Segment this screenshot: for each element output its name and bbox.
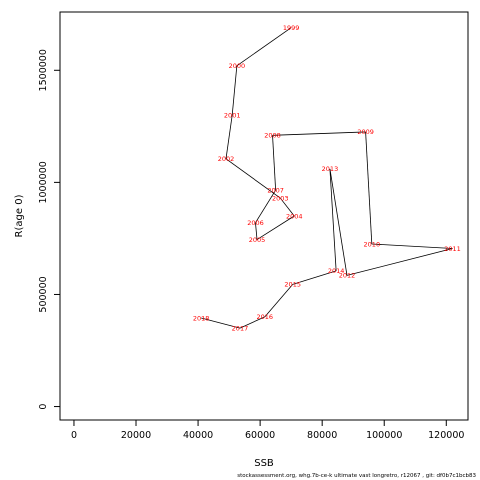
point-label-2016: 2016 — [257, 313, 274, 321]
x-tick-label: 120000 — [428, 430, 464, 441]
y-tick-label: 1500000 — [38, 49, 49, 91]
point-label-2013: 2013 — [322, 165, 339, 173]
point-label-2008: 2008 — [264, 132, 281, 140]
segment-2014-2015 — [292, 270, 337, 285]
segment-2008-2009 — [272, 131, 366, 136]
segment-2010-2011 — [371, 243, 453, 249]
point-label-2007: 2007 — [267, 187, 284, 195]
point-label-2011: 2011 — [444, 245, 461, 253]
segment-2017-2018 — [201, 317, 241, 329]
x-axis: 0 20000 40000 60000 80000 100000 120000 — [71, 419, 464, 441]
segment-2007-2008 — [272, 135, 277, 191]
segment-2006-2007 — [255, 190, 276, 223]
point-label-2015: 2015 — [284, 281, 301, 289]
plot-frame — [59, 11, 469, 421]
x-tick-label: 60000 — [245, 430, 275, 441]
x-tick-label: 100000 — [366, 430, 402, 441]
y-tick-label: 0 — [38, 404, 49, 410]
segment-2000-2001 — [231, 65, 238, 116]
segment-2001-2002 — [225, 115, 233, 159]
x-tick-label: 20000 — [121, 430, 151, 441]
point-label-2001: 2001 — [224, 111, 241, 119]
segment-2012-2013 — [329, 168, 348, 276]
y-axis-title: R(age 0) — [14, 194, 25, 237]
y-axis: 0 500000 1000000 1500000 — [38, 49, 61, 410]
point-label-1999: 1999 — [283, 24, 300, 32]
segment-1999-2000 — [236, 27, 292, 67]
segment-2005-2006 — [255, 222, 258, 240]
x-tick-label: 80000 — [307, 430, 337, 441]
y-tick-label: 500000 — [38, 276, 49, 312]
x-tick-label: 40000 — [183, 430, 213, 441]
point-label-2009: 2009 — [357, 128, 374, 136]
x-axis-title: SSB — [254, 458, 274, 469]
segment-2016-2017 — [239, 316, 265, 329]
segment-2009-2010 — [365, 131, 373, 245]
series-line — [201, 27, 453, 329]
point-label-2010: 2010 — [364, 240, 381, 248]
x-tick-label: 0 — [71, 430, 77, 441]
point-label-2002: 2002 — [218, 155, 235, 163]
point-label-2005: 2005 — [249, 236, 266, 244]
segment-2011-2012 — [346, 248, 453, 276]
point-label-2003: 2003 — [272, 194, 289, 202]
point-label-2014: 2014 — [328, 267, 345, 275]
segment-2013-2014 — [329, 168, 337, 271]
segment-2015-2016 — [264, 284, 294, 318]
point-label-2012: 2012 — [339, 272, 356, 280]
segment-2004-2005 — [256, 215, 295, 240]
point-label-2006: 2006 — [247, 219, 264, 227]
segment-2002-2003 — [225, 158, 281, 199]
point-label-2000: 2000 — [229, 62, 246, 70]
footer-credit: stockassessment.org, whg.7b-ce-k ultimat… — [237, 473, 476, 479]
point-label-2017: 2017 — [232, 324, 249, 332]
segment-2003-2004 — [279, 197, 295, 217]
y-tick-label: 1000000 — [38, 161, 49, 203]
point-label-2018: 2018 — [193, 314, 210, 322]
point-labels: 1999 2000 2001 2002 2003 2004 2005 2006 2007 2008… — [193, 24, 461, 332]
point-label-2004: 2004 — [286, 212, 303, 220]
